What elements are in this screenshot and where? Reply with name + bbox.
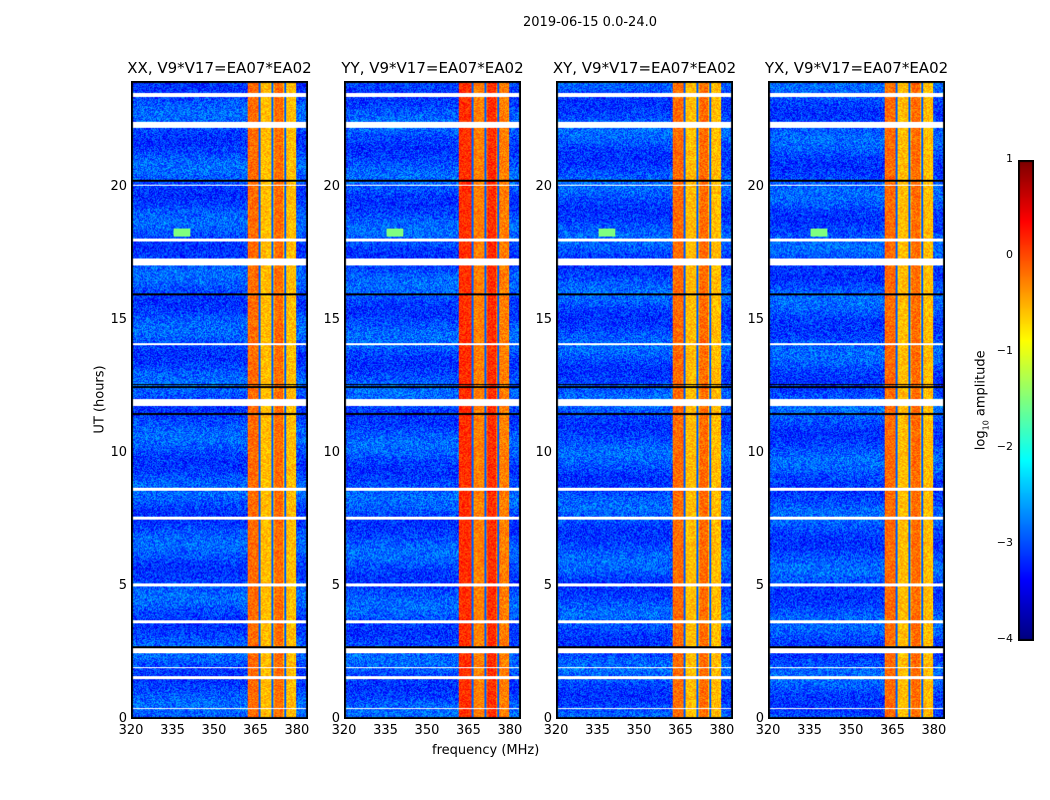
x-tick-label: 365	[880, 723, 905, 738]
heatmap-panel-2	[344, 81, 521, 719]
y-tick-label: 5	[118, 578, 127, 594]
y-tick-label: 20	[747, 179, 764, 195]
y-tick-label: 15	[747, 312, 764, 328]
y-tick-label: 20	[535, 179, 552, 195]
x-tick-label: 335	[160, 723, 185, 738]
y-tick-label: 10	[110, 445, 127, 461]
x-tick-label: 335	[585, 723, 610, 738]
colorbar-tick-label: −4	[996, 632, 1013, 645]
y-tick-label: 0	[543, 711, 552, 726]
x-tick-label: 320	[543, 723, 569, 738]
y-tick-label: 0	[331, 711, 340, 726]
y-tick-label: 15	[323, 312, 340, 328]
colorbar	[1018, 160, 1034, 641]
y-tick-label: 15	[535, 312, 552, 328]
colorbar-tick-label: 0	[1006, 248, 1013, 261]
x-tick-label: 365	[668, 723, 693, 738]
panel-title: YX, V9*V17=EA07*EA02	[764, 59, 949, 77]
y-tick-label: 0	[755, 711, 764, 726]
x-tick-label: 350	[201, 723, 227, 738]
y-tick-label: 10	[323, 445, 340, 461]
x-tick-label: 350	[838, 723, 864, 738]
y-tick-label: 5	[543, 578, 552, 594]
x-tick-label: 320	[118, 723, 144, 738]
x-tick-label: 320	[755, 723, 781, 738]
colorbar-label: log10 amplitude	[973, 350, 991, 451]
figure-title: 2019-06-15 0.0-24.0	[523, 15, 657, 30]
panel-title: XY, V9*V17=EA07*EA02	[552, 59, 737, 77]
x-tick-label: 380	[921, 723, 947, 738]
y-axis-label: UT (hours)	[92, 365, 108, 434]
x-tick-label: 380	[709, 723, 735, 738]
y-tick-label: 20	[110, 179, 127, 195]
y-tick-label: 20	[323, 179, 340, 195]
x-axis-label: frequency (MHz)	[432, 743, 540, 758]
y-tick-label: 5	[755, 578, 764, 594]
y-tick-label: 5	[331, 578, 340, 594]
y-tick-label: 0	[118, 711, 127, 726]
y-tick-label: 10	[747, 445, 764, 461]
panel-title: YY, V9*V17=EA07*EA02	[341, 59, 524, 77]
heatmap-panel-1	[131, 81, 308, 719]
colorbar-tick-label: −2	[996, 440, 1013, 453]
x-tick-label: 350	[626, 723, 652, 738]
colorbar-tick-label: 1	[1006, 152, 1013, 165]
heatmap-panel-4	[768, 81, 945, 719]
x-tick-label: 380	[284, 723, 310, 738]
x-tick-label: 380	[497, 723, 523, 738]
colorbar-tick-label: −1	[996, 344, 1013, 357]
x-tick-label: 320	[331, 723, 357, 738]
x-tick-label: 365	[456, 723, 481, 738]
x-tick-label: 350	[414, 723, 440, 738]
x-tick-label: 335	[373, 723, 398, 738]
heatmap-panel-3	[556, 81, 733, 719]
panel-title: XX, V9*V17=EA07*EA02	[127, 59, 312, 77]
y-tick-label: 10	[535, 445, 552, 461]
x-tick-label: 365	[243, 723, 268, 738]
colorbar-tick-label: −3	[996, 536, 1013, 549]
x-tick-label: 335	[797, 723, 822, 738]
y-tick-label: 15	[110, 312, 127, 328]
